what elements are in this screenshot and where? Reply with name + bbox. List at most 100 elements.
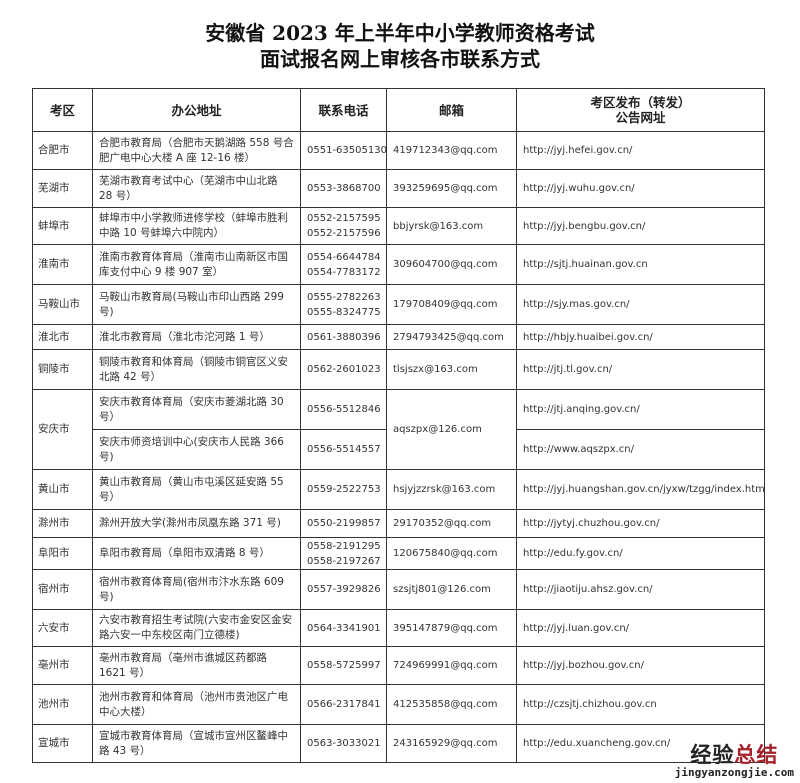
- phone-number: 0563-3033021: [307, 738, 381, 749]
- phone-number: 0553-3868700: [307, 183, 381, 194]
- phone-cell: 0556-5514557: [300, 429, 387, 470]
- district-cell: 宿州市: [32, 569, 93, 610]
- url-cell[interactable]: http://jyj.luan.gov.cn/: [516, 609, 765, 647]
- address-cell: 宿州市教育体育局(宿州市汴水东路 609 号): [92, 569, 301, 610]
- district-cell: 蚌埠市: [32, 207, 93, 245]
- phone-number: 0552-2157596: [307, 228, 381, 239]
- phone-number: 0564-3341901: [307, 622, 381, 634]
- url-cell[interactable]: http://edu.fy.gov.cn/: [516, 537, 765, 570]
- url-cell[interactable]: http://sjtj.huainan.gov.cn: [516, 244, 765, 285]
- email-cell[interactable]: 243165929@qq.com: [386, 724, 517, 763]
- table-row: 阜阳市 阜阳市教育局（阜阳市双清路 8 号） 0558-2191295 0558-21…: [32, 537, 765, 570]
- table-row: 安庆市师资培训中心(安庆市人民路 366 号) 0556-5514557 http:…: [33, 429, 765, 470]
- address-cell: 阜阳市教育局（阜阳市双清路 8 号）: [92, 537, 301, 570]
- url-cell[interactable]: http://jyj.bozhou.gov.cn/: [516, 646, 765, 685]
- url-cell[interactable]: http://sjy.mas.gov.cn/: [516, 284, 765, 325]
- phone-number: 0551-63505130: [307, 145, 387, 156]
- phone-number: 0566-2317841: [307, 699, 381, 710]
- email-cell[interactable]: 412535858@qq.com: [386, 684, 517, 725]
- phone-cell: 0550-2199857: [300, 509, 387, 538]
- url-cell[interactable]: http://hbjy.huaibei.gov.cn/: [516, 324, 765, 350]
- phone-number: 0557-3929826: [307, 584, 381, 595]
- email-cell[interactable]: 2794793425@qq.com: [386, 324, 517, 350]
- district-cell: 芜湖市: [32, 169, 93, 208]
- url-cell[interactable]: http://jytyj.chuzhou.gov.cn/: [516, 509, 765, 538]
- phone-number: 0562-2601023: [307, 364, 381, 375]
- document-title-line-2: 面试报名网上审核各市联系方式: [260, 47, 540, 71]
- phone-cell: 0557-3929826: [300, 569, 387, 610]
- watermark-text-red: 总结: [734, 743, 779, 767]
- table-row: 蚌埠市 蚌埠市中小学教师进修学校（蚌埠市胜利中路 10 号蚌埠六中院内） 0552-…: [32, 207, 765, 245]
- url-cell[interactable]: http://jiaotiju.ahsz.gov.cn/: [516, 569, 765, 610]
- header-email: 邮箱: [386, 88, 517, 132]
- email-cell[interactable]: aqszpx@126.com: [386, 389, 517, 470]
- email-cell[interactable]: tlsjszx@163.com: [386, 349, 517, 390]
- email-cell[interactable]: 120675840@qq.com: [386, 537, 517, 570]
- url-cell[interactable]: http://edu.xuancheng.gov.cn/: [516, 724, 765, 763]
- url-cell[interactable]: http://jyj.huangshan.gov.cn/jyxw/tzgg/in…: [516, 469, 765, 510]
- phone-cell: 0558-2191295 0558-2197267: [300, 537, 387, 570]
- url-cell[interactable]: http://jyj.bengbu.gov.cn/: [516, 207, 765, 245]
- address-cell: 马鞍山市教育局(马鞍山市印山西路 299 号): [92, 284, 301, 325]
- address-cell: 铜陵市教育和体育局（铜陵市铜官区义安北路 42 号）: [92, 349, 301, 390]
- address-cell: 亳州市教育局（亳州市谯城区药都路 1621 号）: [92, 646, 301, 685]
- phone-number: 0561-3880396: [307, 331, 381, 343]
- phone-cell: 0552-2157595 0552-2157596: [300, 207, 387, 245]
- url-cell[interactable]: http://czsjtj.chizhou.gov.cn: [516, 684, 765, 725]
- district-cell: 淮北市: [32, 324, 93, 350]
- phone-cell: 0566-2317841: [300, 684, 387, 725]
- table-row: 淮南市 淮南市教育体育局（淮南市山南新区市国库支付中心 9 楼 907 室） 055…: [32, 244, 765, 285]
- table-row: 宿州市 宿州市教育体育局(宿州市汴水东路 609 号) 0557-3929826 sz…: [32, 569, 765, 610]
- email-cell[interactable]: 395147879@qq.com: [386, 609, 517, 647]
- url-cell[interactable]: http://www.aqszpx.cn/: [516, 429, 765, 470]
- table-row: 亳州市 亳州市教育局（亳州市谯城区药都路 1621 号） 0558-5725997 7…: [32, 646, 765, 685]
- district-cell: 合肥市: [32, 131, 93, 170]
- district-cell: 黄山市: [32, 469, 93, 510]
- phone-number: 0555-8324775: [307, 306, 381, 318]
- phone-number: 0556-5512846: [307, 404, 381, 415]
- contact-table: 考区 办公地址 联系电话 邮箱 考区发布（转发） 公告网址 合肥市 合肥市教育局（合…: [32, 88, 765, 763]
- email-cell[interactable]: szsjtj801@126.com: [386, 569, 517, 610]
- phone-number: 0550-2199857: [307, 518, 381, 529]
- table-row: 芜湖市 芜湖市教育考试中心（芜湖市中山北路 28 号） 0553-3868700 39…: [32, 169, 765, 208]
- email-cell[interactable]: 29170352@qq.com: [386, 509, 517, 538]
- address-cell: 黄山市教育局（黄山市屯溪区延安路 55 号）: [92, 469, 301, 510]
- url-cell[interactable]: http://jyj.wuhu.gov.cn/: [516, 169, 765, 208]
- district-cell: 马鞍山市: [32, 284, 93, 325]
- district-cell: 宣城市: [32, 724, 93, 763]
- address-cell: 宣城市教育体育局（宣城市宣州区鳌峰中路 43 号）: [92, 724, 301, 763]
- email-cell[interactable]: bbjyrsk@163.com: [386, 207, 517, 245]
- watermark-domain: jingyanzongjie.com: [674, 766, 794, 779]
- table-row: 合肥市 合肥市教育局（合肥市天鹅湖路 558 号合肥广电中心大楼 A 座 12-1…: [32, 131, 765, 170]
- phone-cell: 0558-5725997: [300, 646, 387, 685]
- table-row: 安庆市 安庆市教育体育局（安庆市菱湖北路 30 号） 0556-5512846 aqs…: [32, 389, 765, 470]
- watermark-logo: 经验总结 jingyanzongjie.com: [675, 739, 794, 779]
- email-cell[interactable]: 309604700@qq.com: [386, 244, 517, 285]
- phone-number: 0555-2782263: [307, 291, 381, 303]
- table-row: 池州市 池州市教育和体育局（池州市贵池区广电中心大楼） 0566-2317841 41…: [32, 684, 765, 725]
- phone-number: 0554-6644784: [307, 251, 381, 263]
- email-cell[interactable]: 724969991@qq.com: [386, 646, 517, 685]
- phone-cell: 0559-2522753: [300, 469, 387, 510]
- header-site-line-2: 公告网址: [615, 110, 666, 125]
- table-row: 六安市 六安市教育招生考试院(六安市金安区金安路六安一中东校区南门立德楼) 0564…: [32, 609, 765, 647]
- url-cell[interactable]: http://jyj.hefei.gov.cn/: [516, 131, 765, 170]
- document-title-line-1: 安徽省 2023 年上半年中小学教师资格考试: [205, 21, 595, 45]
- address-cell: 池州市教育和体育局（池州市贵池区广电中心大楼）: [92, 684, 301, 725]
- email-cell[interactable]: 393259695@qq.com: [386, 169, 517, 208]
- address-cell: 淮南市教育体育局（淮南市山南新区市国库支付中心 9 楼 907 室）: [92, 244, 301, 285]
- email-cell[interactable]: hsjyjzzrsk@163.com: [386, 469, 517, 510]
- email-cell[interactable]: 179708409@qq.com: [386, 284, 517, 325]
- district-cell: 池州市: [32, 684, 93, 725]
- address-cell: 安庆市教育体育局（安庆市菱湖北路 30 号）: [92, 389, 301, 430]
- address-cell: 六安市教育招生考试院(六安市金安区金安路六安一中东校区南门立德楼): [92, 609, 301, 647]
- table-header-row: 考区 办公地址 联系电话 邮箱 考区发布（转发） 公告网址: [32, 88, 765, 132]
- header-site: 考区发布（转发） 公告网址: [516, 88, 765, 132]
- header-address: 办公地址: [92, 88, 301, 132]
- email-cell[interactable]: 419712343@qq.com: [386, 131, 517, 170]
- phone-cell: 0561-3880396: [300, 324, 387, 350]
- address-cell: 淮北市教育局（淮北市沱河路 1 号）: [92, 324, 301, 350]
- district-cell: 安庆市: [32, 389, 93, 470]
- url-cell[interactable]: http://jtj.tl.gov.cn/: [516, 349, 765, 390]
- url-cell[interactable]: http://jtj.anqing.gov.cn/: [516, 389, 765, 430]
